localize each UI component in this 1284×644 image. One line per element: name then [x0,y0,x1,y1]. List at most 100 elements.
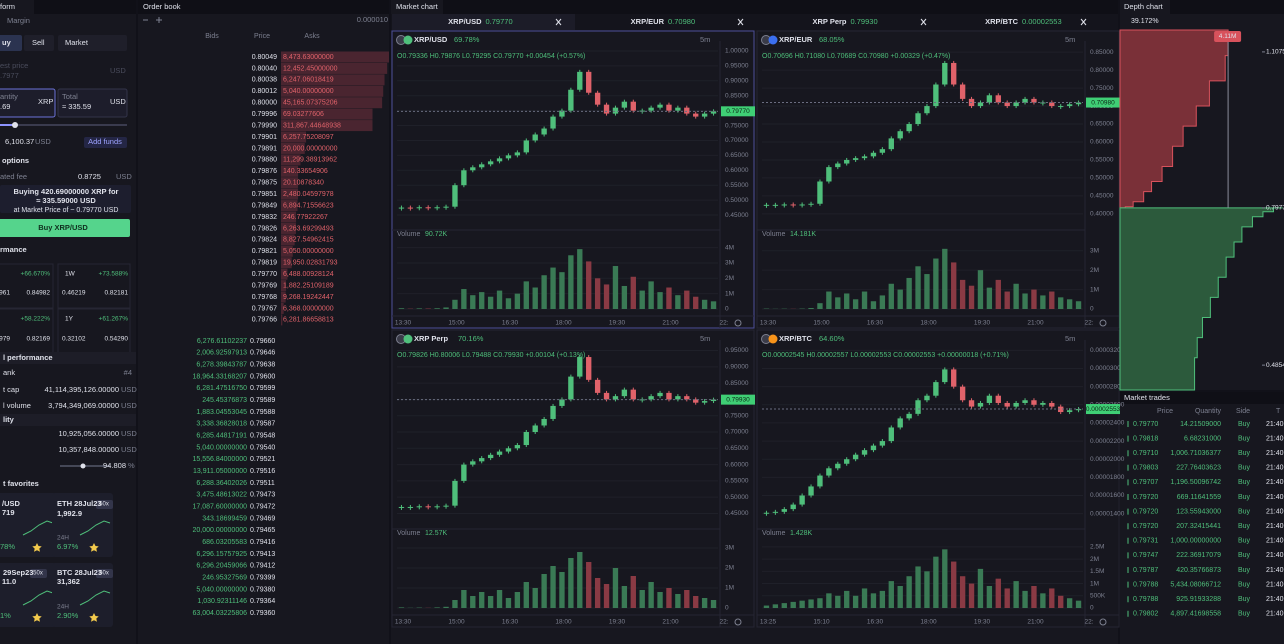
favorite-card[interactable] [52,493,113,557]
y-tick-label: 0.75000 [1090,85,1114,92]
buy-toggle[interactable] [0,35,22,51]
leverage-badge [96,500,113,509]
label: 21:40 [1266,596,1284,603]
y-tick-label: 0.65000 [725,445,749,452]
favorite-card[interactable] [52,563,113,627]
volume-tick-label: 3M [725,545,734,552]
y-tick-label: 0.00002000 [1090,456,1125,463]
label: Buy [1238,494,1251,501]
volume-tick-label: 2M [1090,267,1099,274]
volume-tick-label: 1M [1090,286,1099,293]
label: 686.03205583 [202,539,247,546]
label: Buy [1238,552,1251,559]
label: 6,276.61102237 [197,338,247,345]
candle [586,357,592,380]
label: 21:40 [1266,508,1284,515]
settings-icon[interactable] [734,319,742,327]
label: 0.79819 [252,260,277,267]
label: +58.222% [21,316,51,323]
ask-depth-bar [281,245,293,257]
add-funds-button[interactable] [84,137,127,148]
label: 6,285.44817191 [196,432,247,439]
ask-depth-bar [281,97,383,109]
submit-button[interactable] [0,219,130,237]
label: 961 [0,290,10,297]
ask-depth-bar [281,154,301,166]
sell-toggle[interactable] [24,35,54,51]
y-tick-label: 0.70000 [725,429,749,436]
label: 0.79412 [250,563,275,570]
candle [452,480,458,506]
volume-bar [1031,586,1037,608]
candle [870,445,877,451]
label: 123.55943000 [1176,508,1221,515]
label: 0.80000 [252,100,277,107]
tab[interactable] [757,14,940,30]
label: 343.18699459 [202,515,247,522]
y-tick-label: 0.00002200 [1090,438,1125,445]
label: 0.79707 [1133,479,1158,486]
label: 227.76403623 [1176,465,1221,472]
panel-header [138,0,389,14]
close-icon [555,18,562,26]
volume-bar [559,572,565,608]
close-icon [1080,18,1087,26]
star-icon [89,543,99,552]
favorite-card[interactable] [0,493,56,557]
candle [496,158,503,162]
label: Add funds [88,137,122,146]
label: 17,087.60000000 [193,503,248,510]
volume-tick-label: 2M [725,565,734,572]
ask-depth-bar [281,142,305,154]
label: 21:40 [1266,538,1284,545]
ask-depth-bar [281,257,292,269]
label: Buy [1238,581,1251,588]
tab[interactable] [940,14,1100,30]
candle [888,138,894,150]
label: .7977 [0,71,19,80]
y-tick-label: 0.55000 [725,478,749,485]
volume-bar [532,588,538,608]
volume-bar [461,289,467,309]
label: +73.588% [99,271,129,278]
slider-thumb[interactable] [12,122,18,128]
volume-bar [479,292,485,309]
order-type-select[interactable] [58,35,127,51]
label: 6,296.20459066 [196,563,247,570]
x-tick-label: 21:00 [1027,619,1044,626]
volume-bar [1066,299,1073,309]
chart-frame [756,329,1120,628]
label: 1W [65,271,76,278]
active-tab[interactable] [392,14,575,30]
ask-depth-bar [281,268,288,280]
label: O0.00002545 H0.00002557 L0.00002553 C0.0… [762,352,1009,359]
label: 0.79521 [250,456,275,463]
volume-bar [1004,588,1010,608]
perf-cell [57,263,131,309]
candle [933,84,939,107]
x-tick-label: 18:00 [555,320,572,327]
total-box[interactable] [57,88,128,118]
volume-bar [621,285,628,309]
y-tick-label: 0.85000 [725,380,749,387]
candle [879,149,886,153]
label: Volume [762,231,785,238]
quantity-box[interactable] [0,88,56,118]
volume-bar [693,596,699,608]
tab[interactable] [575,14,757,30]
label: 0.79589 [250,397,275,404]
label: 21:40 [1266,581,1284,588]
volume-bar [826,291,832,309]
settings-icon[interactable] [1099,319,1107,327]
y-tick-label: 0.00003200 [1090,347,1125,354]
settings-icon[interactable] [1099,618,1107,626]
volume-tick-label: 3M [1090,247,1099,254]
y-tick-label: 0.90000 [725,78,749,85]
favorite-card[interactable] [0,563,56,627]
label: 246.95327569 [202,574,247,581]
volume-bar [630,576,636,608]
settings-icon[interactable] [734,618,742,626]
candle [594,92,601,105]
volume-bar [568,255,574,309]
label: 21:40 [1266,421,1284,428]
